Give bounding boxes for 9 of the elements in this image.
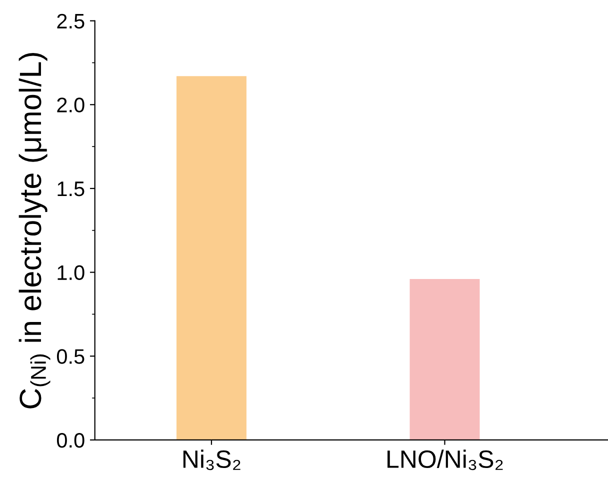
y-axis-title: C$_{(Ni)}$ in electrolyte (μmol/L)	[18, 53, 50, 408]
y-tick-label: 0.5	[56, 349, 84, 364]
x-tick-label: Ni₃S₂	[183, 450, 240, 470]
y-tick-label: 1.0	[58, 265, 84, 280]
y-tick-label: 1.5	[58, 182, 84, 196]
y-tick-label: 2.0	[57, 98, 84, 112]
y-tick-label: 0.0	[56, 432, 84, 448]
y-tick-label: 2.5	[57, 14, 84, 29]
x-tick-label: LNO/Ni₃S₂	[388, 450, 503, 470]
